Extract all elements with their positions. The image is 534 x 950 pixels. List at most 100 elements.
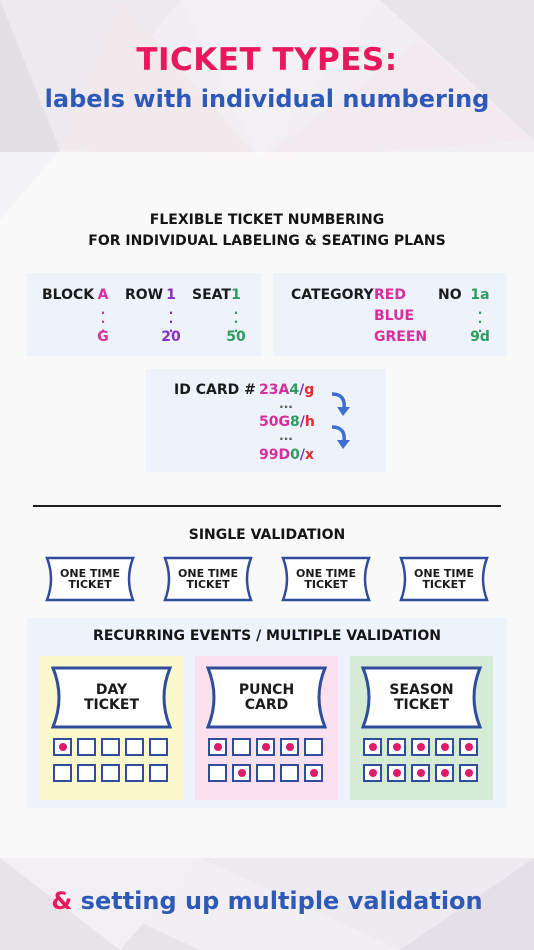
ticket-label-line2: TICKET bbox=[68, 578, 112, 591]
numbering-heading: FLEXIBLE TICKET NUMBERING FOR INDIVIDUAL… bbox=[0, 210, 534, 252]
season-ticket: SEASON TICKET bbox=[361, 666, 482, 729]
footer-tagline: & setting up multiple validation bbox=[0, 887, 534, 915]
punch-dot-icon bbox=[262, 743, 270, 751]
punch-slot bbox=[101, 738, 120, 756]
punch-slot bbox=[101, 764, 120, 782]
punch-dot-icon bbox=[369, 743, 377, 751]
punch-slot bbox=[125, 738, 144, 756]
one-time-ticket: ONE TIME TICKET bbox=[45, 556, 135, 602]
punch-dot-icon bbox=[465, 743, 473, 751]
punch-dot-icon bbox=[59, 743, 67, 751]
punch-slot bbox=[256, 738, 275, 756]
id-card-value-2: 50G8/h bbox=[259, 414, 315, 430]
punch-slot bbox=[53, 738, 72, 756]
ticket-outline-icon bbox=[206, 666, 327, 729]
no-label: NO bbox=[438, 287, 462, 303]
block-label: BLOCK bbox=[42, 287, 95, 303]
single-validation-heading: SINGLE VALIDATION bbox=[188, 527, 346, 543]
punch-slot bbox=[256, 764, 275, 782]
seat-dots: · · · bbox=[233, 306, 239, 338]
id-card-label: ID CARD # bbox=[174, 382, 256, 398]
punch-slot bbox=[149, 738, 168, 756]
block-start: A bbox=[97, 287, 109, 303]
punch-slot bbox=[435, 764, 454, 782]
seat-label: SEAT bbox=[192, 287, 231, 303]
punch-slot bbox=[232, 764, 251, 782]
day-ticket: DAY TICKET bbox=[51, 666, 172, 729]
punch-dot-icon bbox=[310, 769, 318, 777]
ticket-label-line1: ONE TIME bbox=[178, 567, 238, 580]
category-value-1: RED bbox=[374, 287, 406, 303]
ticket-outline-icon bbox=[399, 556, 489, 602]
no-start: 1a bbox=[470, 287, 490, 303]
seating-box: BLOCK A · · · G ROW 1 · · · 20 SEAT 1 · · · 50 bbox=[27, 273, 261, 356]
ticket-outline-icon bbox=[163, 556, 253, 602]
punch-slot bbox=[77, 764, 96, 782]
punch-dot-icon bbox=[369, 769, 377, 777]
numbering-heading-line1: FLEXIBLE TICKET NUMBERING bbox=[149, 212, 385, 228]
footer-text: setting up multiple validation bbox=[72, 887, 483, 915]
page-title: TICKET TYPES: bbox=[136, 42, 398, 78]
id-card-box: ID CARD # 23A4/g ··· 50G8/h ··· 99D0/x bbox=[146, 369, 386, 472]
punch-slot bbox=[149, 764, 168, 782]
day-ticket-card: DAY TICKET bbox=[40, 656, 183, 800]
id-card-value-1: 23A4/g bbox=[259, 382, 315, 398]
punch-dot-icon bbox=[393, 769, 401, 777]
punch-slot bbox=[363, 738, 382, 756]
punch-dot-icon bbox=[441, 743, 449, 751]
punch-dot-icon bbox=[393, 743, 401, 751]
punch-slot bbox=[53, 764, 72, 782]
punch-slot bbox=[411, 764, 430, 782]
id-dots-2: ··· bbox=[279, 432, 293, 446]
card-label-line2: TICKET bbox=[394, 697, 449, 713]
punch-slot bbox=[387, 764, 406, 782]
category-box: CATEGORY RED BLUE GREEN NO 1a · · · 9d bbox=[273, 273, 507, 356]
punch-slot bbox=[208, 738, 227, 756]
no-end: 9d bbox=[470, 329, 490, 345]
block-dots: · · · bbox=[100, 306, 106, 338]
id-dots-1: ··· bbox=[279, 400, 293, 414]
seat-start: 1 bbox=[231, 287, 241, 303]
ticket-label-line2: TICKET bbox=[422, 578, 466, 591]
punch-slot bbox=[435, 738, 454, 756]
punch-card-card: PUNCH CARD bbox=[195, 656, 338, 800]
punch-slot bbox=[125, 764, 144, 782]
card-label-line1: DAY bbox=[95, 682, 128, 698]
ticket-outline-icon bbox=[51, 666, 172, 729]
ticket-label-line2: TICKET bbox=[304, 578, 348, 591]
curved-arrow-icon bbox=[331, 425, 350, 449]
category-value-3: GREEN bbox=[374, 329, 428, 345]
id-card-value-3: 99D0/x bbox=[259, 447, 315, 463]
punch-slot bbox=[304, 738, 323, 756]
punch-dot-icon bbox=[214, 743, 222, 751]
punch-slot bbox=[232, 738, 251, 756]
block-end: G bbox=[97, 329, 109, 345]
punch-dot-icon bbox=[417, 769, 425, 777]
ticket-label-line1: ONE TIME bbox=[60, 567, 120, 580]
punch-slot bbox=[280, 738, 299, 756]
ticket-outline-icon bbox=[45, 556, 135, 602]
punch-slot bbox=[459, 738, 478, 756]
row-end: 20 bbox=[161, 329, 181, 345]
card-label-line1: SEASON bbox=[389, 682, 454, 698]
punch-slot bbox=[304, 764, 323, 782]
card-label-line1: PUNCH bbox=[238, 682, 295, 698]
section-divider bbox=[33, 505, 501, 507]
footer-ampersand: & bbox=[51, 887, 73, 915]
one-time-ticket: ONE TIME TICKET bbox=[281, 556, 371, 602]
numbering-heading-line2: FOR INDIVIDUAL LABELING & SEATING PLANS bbox=[88, 233, 446, 249]
recurring-heading: RECURRING EVENTS / MULTIPLE VALIDATION bbox=[93, 628, 441, 644]
ticket-outline-icon bbox=[281, 556, 371, 602]
row-label: ROW bbox=[125, 287, 164, 303]
punch-dot-icon bbox=[238, 769, 246, 777]
punch-dot-icon bbox=[286, 743, 294, 751]
row-start: 1 bbox=[166, 287, 176, 303]
no-dots: · · · bbox=[477, 306, 483, 338]
punch-slot bbox=[208, 764, 227, 782]
punch-slot bbox=[280, 764, 299, 782]
ticket-label-line1: ONE TIME bbox=[296, 567, 356, 580]
punch-slot bbox=[77, 738, 96, 756]
punch-slot bbox=[459, 764, 478, 782]
punch-slot bbox=[363, 764, 382, 782]
punch-dot-icon bbox=[417, 743, 425, 751]
